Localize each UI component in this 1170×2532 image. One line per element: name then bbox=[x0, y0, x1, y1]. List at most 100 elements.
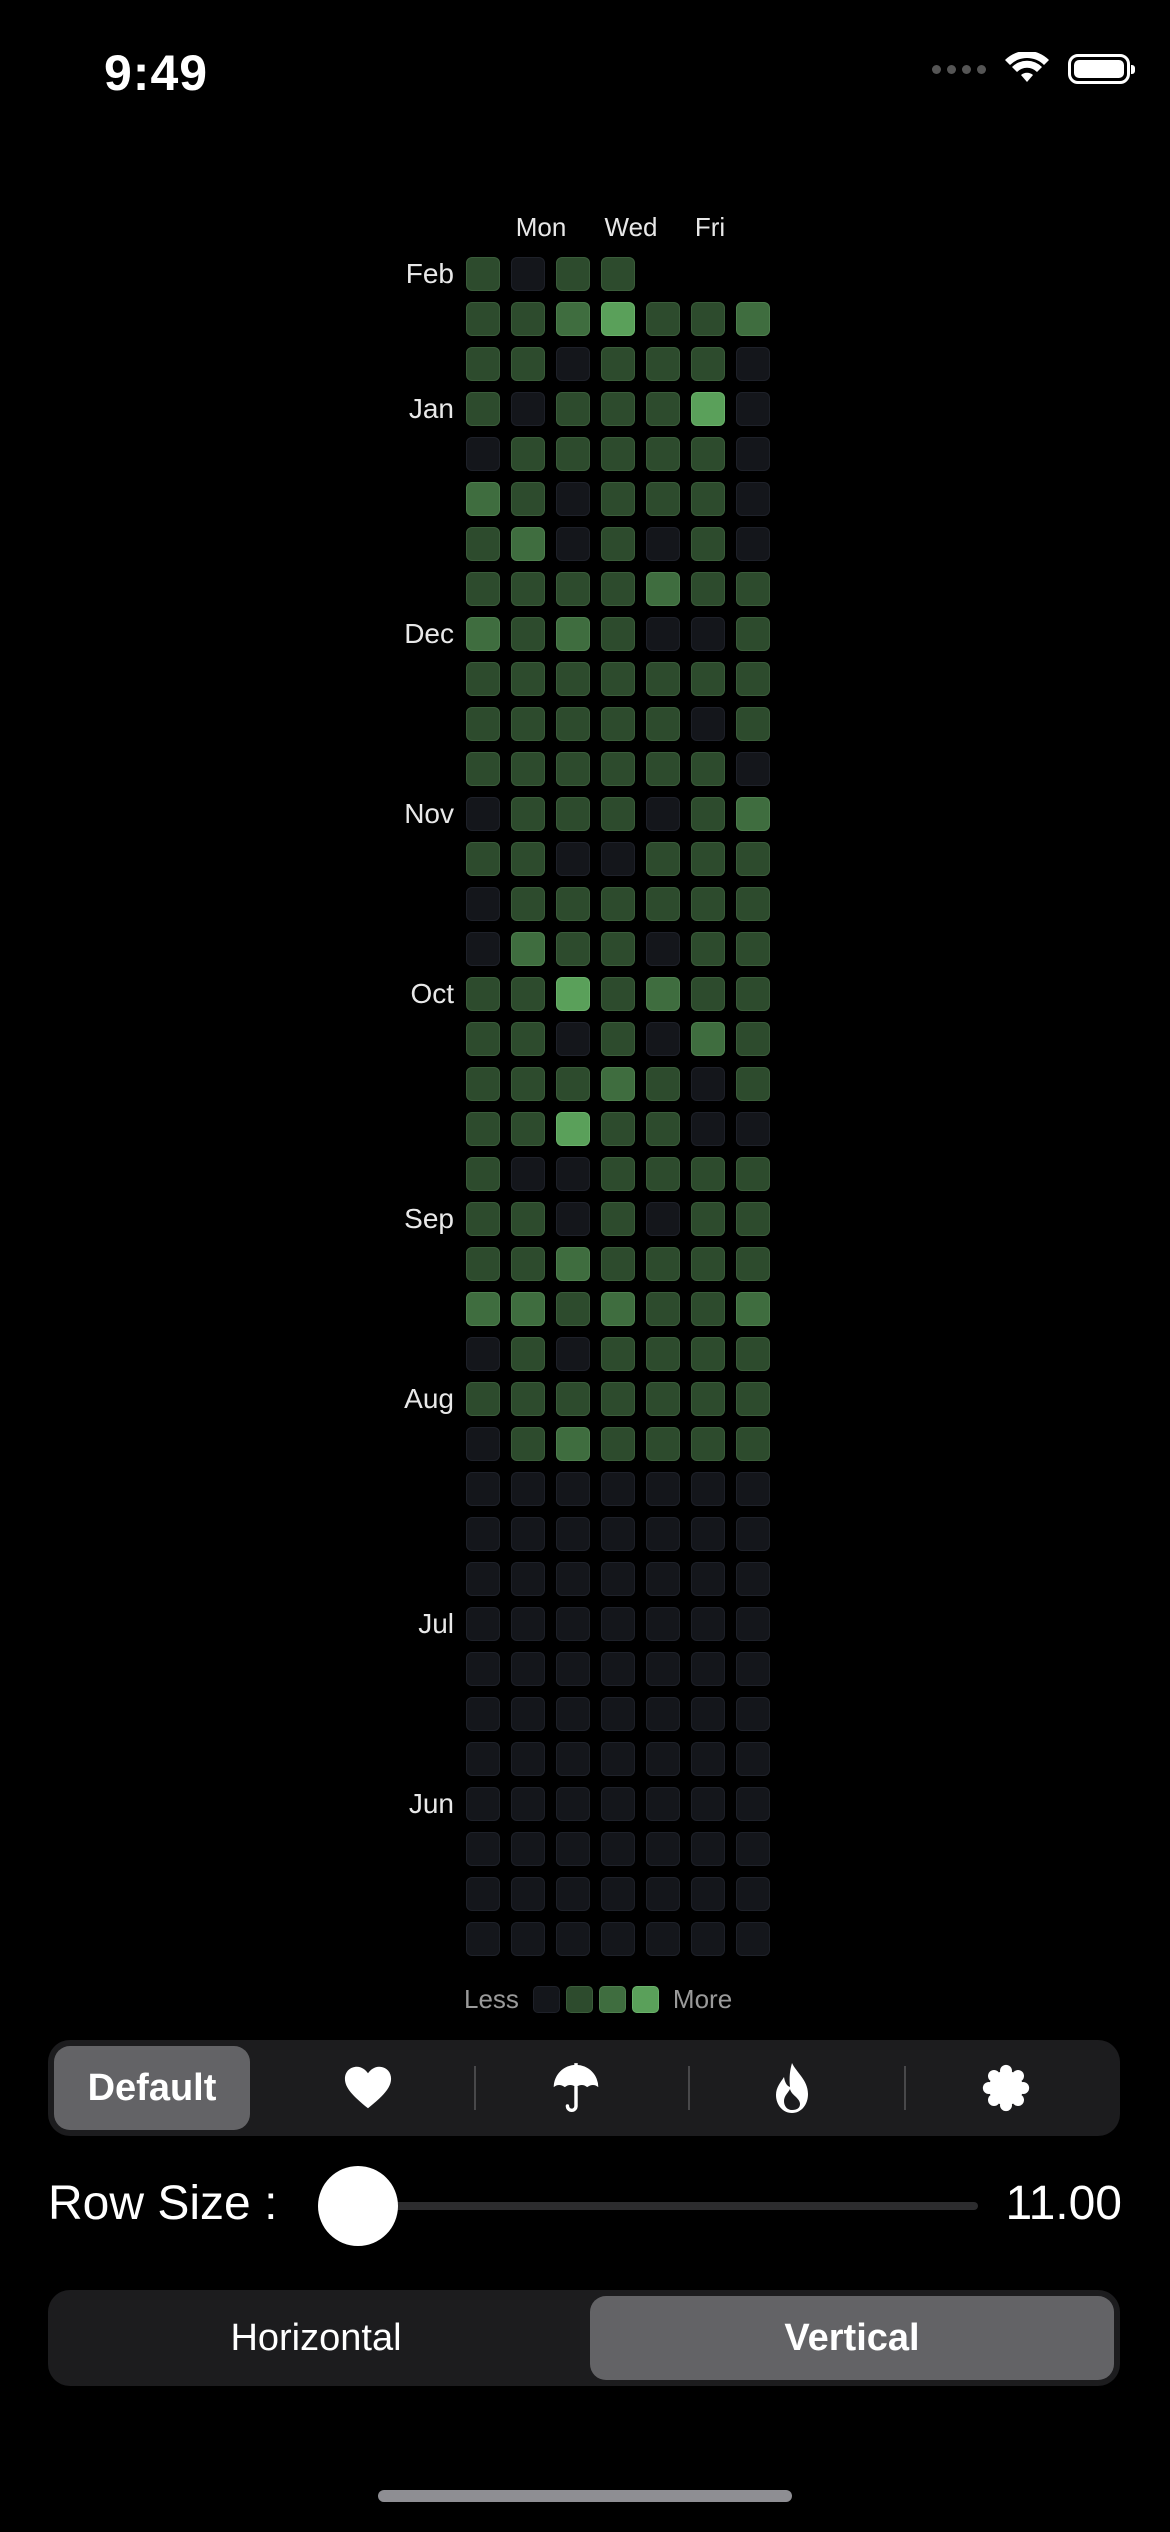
heatmap-cell[interactable] bbox=[736, 1562, 770, 1596]
heatmap-cell[interactable] bbox=[691, 527, 725, 561]
heatmap-cell[interactable] bbox=[556, 707, 590, 741]
heatmap-cell[interactable] bbox=[511, 707, 545, 741]
heatmap-cell[interactable] bbox=[556, 1562, 590, 1596]
heatmap-cell[interactable] bbox=[601, 752, 635, 786]
heatmap-cell[interactable] bbox=[466, 1472, 500, 1506]
heatmap-cell[interactable] bbox=[556, 1787, 590, 1821]
heatmap-cell[interactable] bbox=[691, 617, 725, 651]
heatmap-cell[interactable] bbox=[601, 1292, 635, 1326]
heatmap-cell[interactable] bbox=[736, 617, 770, 651]
heatmap-cell[interactable] bbox=[691, 1742, 725, 1776]
heatmap-cell[interactable] bbox=[691, 572, 725, 606]
heatmap-cell[interactable] bbox=[511, 617, 545, 651]
heatmap-cell[interactable] bbox=[511, 1292, 545, 1326]
heatmap-cell[interactable] bbox=[556, 1607, 590, 1641]
heatmap-cell[interactable] bbox=[511, 1652, 545, 1686]
heatmap-cell[interactable] bbox=[511, 1022, 545, 1056]
heatmap-cell[interactable] bbox=[511, 1607, 545, 1641]
heatmap-cell[interactable] bbox=[691, 1652, 725, 1686]
heatmap-cell[interactable] bbox=[646, 617, 680, 651]
heatmap-cell[interactable] bbox=[646, 797, 680, 831]
heatmap-cell[interactable] bbox=[691, 1247, 725, 1281]
heatmap-cell[interactable] bbox=[646, 752, 680, 786]
heatmap-cell[interactable] bbox=[736, 1877, 770, 1911]
heatmap-cell[interactable] bbox=[601, 1922, 635, 1956]
heatmap-cell[interactable] bbox=[601, 347, 635, 381]
heatmap-cell[interactable] bbox=[511, 887, 545, 921]
heatmap-cell[interactable] bbox=[466, 1247, 500, 1281]
heatmap-cell[interactable] bbox=[466, 1562, 500, 1596]
heatmap-cell[interactable] bbox=[691, 1472, 725, 1506]
heatmap-cell[interactable] bbox=[556, 662, 590, 696]
heatmap-cell[interactable] bbox=[601, 1067, 635, 1101]
heatmap-cell[interactable] bbox=[601, 842, 635, 876]
heatmap-cell[interactable] bbox=[511, 1112, 545, 1146]
heatmap-cell[interactable] bbox=[736, 1517, 770, 1551]
heatmap-cell[interactable] bbox=[466, 1382, 500, 1416]
heatmap-cell[interactable] bbox=[601, 1742, 635, 1776]
heatmap-cell[interactable] bbox=[736, 797, 770, 831]
heatmap-cell[interactable] bbox=[466, 1292, 500, 1326]
heatmap-cell[interactable] bbox=[736, 1652, 770, 1686]
heatmap-cell[interactable] bbox=[511, 1742, 545, 1776]
heatmap-cell[interactable] bbox=[601, 1247, 635, 1281]
heatmap-cell[interactable] bbox=[646, 887, 680, 921]
heatmap-cell[interactable] bbox=[691, 1202, 725, 1236]
heatmap-cell[interactable] bbox=[691, 977, 725, 1011]
heatmap-cell[interactable] bbox=[601, 662, 635, 696]
heatmap-cell[interactable] bbox=[556, 1427, 590, 1461]
heatmap-cell[interactable] bbox=[601, 1517, 635, 1551]
heatmap-cell[interactable] bbox=[691, 1562, 725, 1596]
heatmap-cell[interactable] bbox=[511, 482, 545, 516]
heatmap-cell[interactable] bbox=[601, 1337, 635, 1371]
heatmap-cell[interactable] bbox=[466, 842, 500, 876]
heatmap-cell[interactable] bbox=[556, 347, 590, 381]
heatmap-cell[interactable] bbox=[691, 1157, 725, 1191]
heatmap-cell[interactable] bbox=[511, 437, 545, 471]
heatmap-cell[interactable] bbox=[736, 932, 770, 966]
orientation-horizontal-option[interactable]: Horizontal bbox=[230, 2316, 402, 2359]
heatmap-cell[interactable] bbox=[511, 932, 545, 966]
heatmap-cell[interactable] bbox=[736, 1157, 770, 1191]
heatmap-cell[interactable] bbox=[646, 1157, 680, 1191]
heatmap-cell[interactable] bbox=[691, 437, 725, 471]
heatmap-cell[interactable] bbox=[736, 1337, 770, 1371]
heatmap-cell[interactable] bbox=[556, 1742, 590, 1776]
heatmap-cell[interactable] bbox=[691, 842, 725, 876]
heatmap-cell[interactable] bbox=[691, 707, 725, 741]
heatmap-cell[interactable] bbox=[691, 482, 725, 516]
heatmap-cell[interactable] bbox=[556, 1877, 590, 1911]
heatmap-cell[interactable] bbox=[646, 1697, 680, 1731]
heatmap-cell[interactable] bbox=[601, 887, 635, 921]
heatmap-cell[interactable] bbox=[736, 572, 770, 606]
heatmap-cell[interactable] bbox=[646, 1832, 680, 1866]
heatmap-cell[interactable] bbox=[511, 1427, 545, 1461]
heatmap-cell[interactable] bbox=[736, 347, 770, 381]
heatmap-cell[interactable] bbox=[511, 1337, 545, 1371]
heatmap-cell[interactable] bbox=[466, 437, 500, 471]
heatmap-cell[interactable] bbox=[646, 392, 680, 426]
heatmap-cell[interactable] bbox=[601, 797, 635, 831]
heatmap-cell[interactable] bbox=[691, 302, 725, 336]
heatmap-cell[interactable] bbox=[466, 1517, 500, 1551]
heatmap-cell[interactable] bbox=[556, 1247, 590, 1281]
heatmap-cell[interactable] bbox=[736, 437, 770, 471]
heatmap-cell[interactable] bbox=[736, 1607, 770, 1641]
heatmap-cell[interactable] bbox=[601, 1697, 635, 1731]
heatmap-cell[interactable] bbox=[736, 302, 770, 336]
heatmap-cell[interactable] bbox=[556, 1472, 590, 1506]
heatmap-cell[interactable] bbox=[556, 1157, 590, 1191]
heatmap-cell[interactable] bbox=[646, 1427, 680, 1461]
heatmap-cell[interactable] bbox=[736, 1112, 770, 1146]
heatmap-cell[interactable] bbox=[646, 1742, 680, 1776]
heatmap-cell[interactable] bbox=[556, 1337, 590, 1371]
heatmap-cell[interactable] bbox=[556, 527, 590, 561]
heatmap-cell[interactable] bbox=[466, 1652, 500, 1686]
heatmap-cell[interactable] bbox=[646, 1337, 680, 1371]
heatmap-cell[interactable] bbox=[511, 392, 545, 426]
heatmap-cell[interactable] bbox=[601, 1022, 635, 1056]
heatmap-cell[interactable] bbox=[691, 1427, 725, 1461]
heatmap-cell[interactable] bbox=[646, 1922, 680, 1956]
heatmap-cell[interactable] bbox=[466, 932, 500, 966]
heatmap-cell[interactable] bbox=[601, 707, 635, 741]
